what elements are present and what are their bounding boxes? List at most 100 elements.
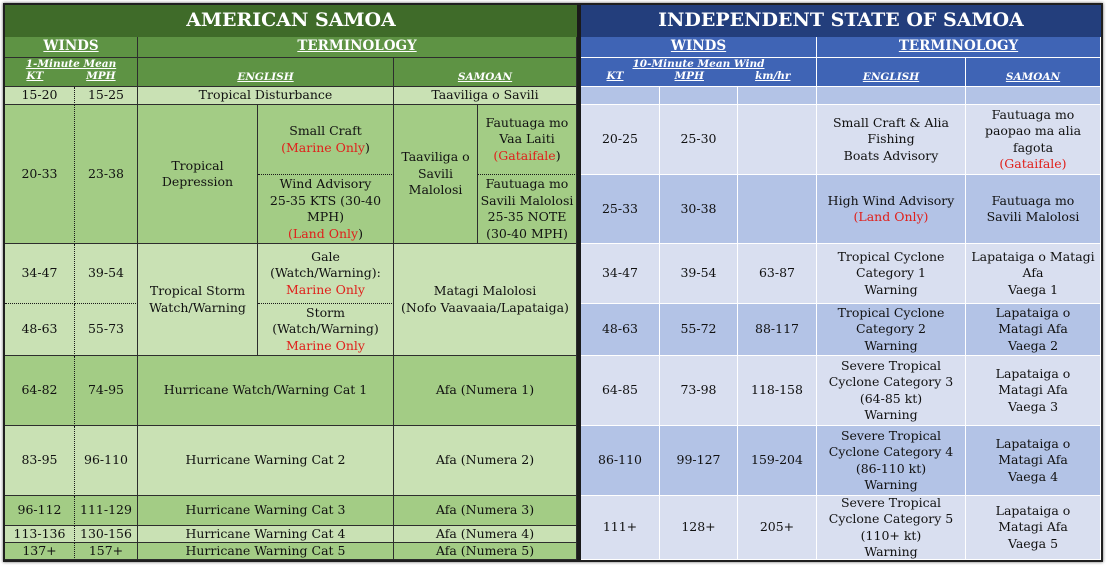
is-row3-english-line2: Category 1: [856, 265, 926, 281]
as-cat1-mph: 74-95: [75, 356, 138, 426]
as-gale-kt: 34-47: [5, 244, 75, 304]
as-wind-advisory-samoan: Fautuaga mo Savili Malolosi 25-35 NOTE (…: [478, 175, 577, 244]
is-row1-samoan-line3: fagota: [1012, 139, 1054, 155]
as-cat1-samoan-text: Afa (Numera 1): [435, 382, 535, 398]
as-wind-advisory-samoan-line4: (30-40 MPH): [486, 225, 568, 241]
is-winds-header-text: WINDS: [670, 38, 727, 55]
as-gale-line1: Gale: [311, 248, 340, 264]
is-row1-mph: 25-30: [660, 105, 738, 175]
as-wind-advisory: Wind Advisory 25-35 KTS (30-40 MPH) (Lan…: [258, 175, 394, 244]
as-storm-line2: (Watch/Warning): [272, 321, 379, 337]
is-row4-kt-text: 48-63: [601, 321, 639, 337]
is-terminology-header: TERMINOLOGY: [817, 37, 1101, 58]
is-row4-kmh-text: 88-117: [755, 321, 799, 337]
as-gale-mph: 39-54: [75, 244, 138, 304]
as-wind-advisory-line1: Wind Advisory: [279, 176, 372, 191]
is-row3-samoan-line2: Afa: [1022, 265, 1044, 281]
is-row2-samoan: Fautuaga mo Savili Malolosi: [966, 175, 1101, 244]
as-cat2-mph-text: 96-110: [84, 452, 128, 468]
is-row3-mph: 39-54: [660, 244, 738, 304]
as-samoan-label-text: SAMOAN: [457, 71, 513, 84]
is-english-label: ENGLISH: [817, 58, 966, 87]
is-row7-samoan-line3: Vaega 5: [1007, 535, 1059, 551]
is-row4-english-line3: Warning: [864, 337, 918, 353]
is-row7-english-line3: (110+ kt): [860, 527, 922, 543]
as-ts-line1: Tropical Storm: [149, 283, 246, 298]
as-cat1-kt: 64-82: [5, 356, 75, 426]
as-td-samoan: Taaviliga o Savili Malolosi: [394, 105, 478, 244]
as-terminology-header: TERMINOLOGY: [138, 37, 577, 58]
is-row1-samoan-line1: Fautuaga mo: [991, 106, 1075, 122]
is-row6-samoan: Lapataiga o Matagi Afa Vaega 4: [966, 426, 1101, 496]
is-row6-mph: 99-127: [660, 426, 738, 496]
as-cat1-english: Hurricane Watch/Warning Cat 1: [138, 356, 394, 426]
is-row3-kt-text: 34-47: [601, 265, 639, 281]
is-row3-english: Tropical Cyclone Category 1 Warning: [817, 244, 966, 304]
is-row4-english: Tropical Cyclone Category 2 Warning: [817, 304, 966, 356]
as-storm-kt: 48-63: [5, 304, 75, 356]
is-row7-english-line1: Severe Tropical: [840, 496, 942, 510]
as-cat3-samoan: Afa (Numera 3): [394, 496, 577, 526]
is-row6-samoan-line3: Vaega 4: [1007, 468, 1059, 484]
as-cat3-kt: 96-112: [5, 496, 75, 526]
as-row1-mph-text: 15-25: [87, 87, 125, 103]
as-wind-advisory-note-close: ): [358, 225, 363, 241]
is-row4-english-line2: Category 2: [856, 321, 926, 337]
is-row2-english-note: (Land Only): [853, 209, 929, 224]
as-wind-advisory-samoan-line2: Savili Malolosi: [480, 192, 574, 208]
as-mph-label: MPH: [86, 69, 116, 82]
as-ts-samoan-line2: (Nofo Vaavaaia/Lapataiga): [401, 299, 569, 315]
as-small-craft-samoan-note-text: (Gataifale: [493, 147, 556, 163]
is-samoan-label-text: SAMOAN: [1005, 71, 1061, 84]
as-wind-advisory-line3: MPH): [307, 209, 344, 224]
as-gale-line2: (Watch/Warning):: [270, 265, 381, 281]
as-row1-mph: 15-25: [75, 87, 138, 105]
is-row2-samoan-line2: Savili Malolosi: [986, 209, 1080, 224]
as-cat5-english: Hurricane Warning Cat 5: [138, 543, 394, 560]
american-samoa-title-text: AMERICAN SAMOA: [186, 9, 396, 32]
as-tropical-disturbance-samoan: Taaviliga o Savili: [394, 87, 577, 105]
independent-samoa-title-text: INDEPENDENT STATE OF SAMOA: [658, 9, 1024, 32]
as-cat2-english: Hurricane Warning Cat 2: [138, 426, 394, 496]
is-row5-kt-text: 64-85: [601, 382, 639, 398]
as-cat3-english-text: Hurricane Warning Cat 3: [185, 502, 346, 518]
is-row3-samoan: Lapataiga o Matagi Afa Vaega 1: [966, 244, 1101, 304]
as-td-line1: Tropical: [171, 157, 224, 173]
is-row2-kt-text: 25-33: [601, 200, 639, 216]
is-row6-kt-text: 86-110: [598, 452, 642, 468]
as-small-craft-note-text: (Marine Only: [281, 139, 365, 155]
is-row2-mph: 30-38: [660, 175, 738, 244]
is-row6-kmh: 159-204: [738, 426, 817, 496]
is-row3-kt: 34-47: [581, 244, 660, 304]
is-row3-mph-text: 39-54: [680, 265, 717, 281]
is-row4-mph-text: 55-72: [680, 321, 717, 337]
is-row4-mph: 55-72: [660, 304, 738, 356]
is-row1-mph-text: 25-30: [680, 131, 717, 147]
as-kt-label: KT: [26, 69, 44, 82]
is-row7-samoan: Lapataiga o Matagi Afa Vaega 5: [966, 496, 1101, 560]
as-storm-note: Marine Only: [285, 337, 365, 353]
is-row5-english: Severe Tropical Cyclone Category 3 (64-8…: [817, 356, 966, 426]
is-row2-kmh: [738, 175, 817, 244]
is-winds-header: WINDS: [581, 37, 817, 58]
as-cat3-english: Hurricane Warning Cat 3: [138, 496, 394, 526]
as-small-craft-note: (Marine Only): [281, 140, 370, 157]
is-row2-kt: 25-33: [581, 175, 660, 244]
is-mean-label: 10-Minute Mean Wind: [632, 58, 765, 70]
as-wind-advisory-samoan-line3: 25-35 NOTE: [487, 209, 567, 224]
as-cat5-mph-text: 157+: [88, 543, 124, 558]
is-row4-samoan: Lapataiga o Matagi Afa Vaega 2: [966, 304, 1101, 356]
as-cat1-kt-text: 64-82: [21, 382, 58, 398]
as-gale-mph-text: 39-54: [87, 265, 125, 281]
independent-samoa-title: INDEPENDENT STATE OF SAMOA: [581, 5, 1101, 37]
is-row4-kmh: 88-117: [738, 304, 817, 356]
is-row7-mph: 128+: [660, 496, 738, 560]
as-td-samoan-line3: Malolosi: [408, 182, 463, 198]
as-cat5-kt: 137+: [5, 543, 75, 560]
is-row3-kmh-text: 63-87: [758, 265, 796, 281]
as-terminology-header-text: TERMINOLOGY: [297, 38, 417, 55]
is-row6-english-line4: Warning: [864, 477, 918, 492]
is-row5-english-line3: (64-85 kt): [859, 390, 923, 406]
as-ts-line2: Watch/Warning: [149, 299, 246, 315]
as-cat3-mph: 111-129: [75, 496, 138, 526]
